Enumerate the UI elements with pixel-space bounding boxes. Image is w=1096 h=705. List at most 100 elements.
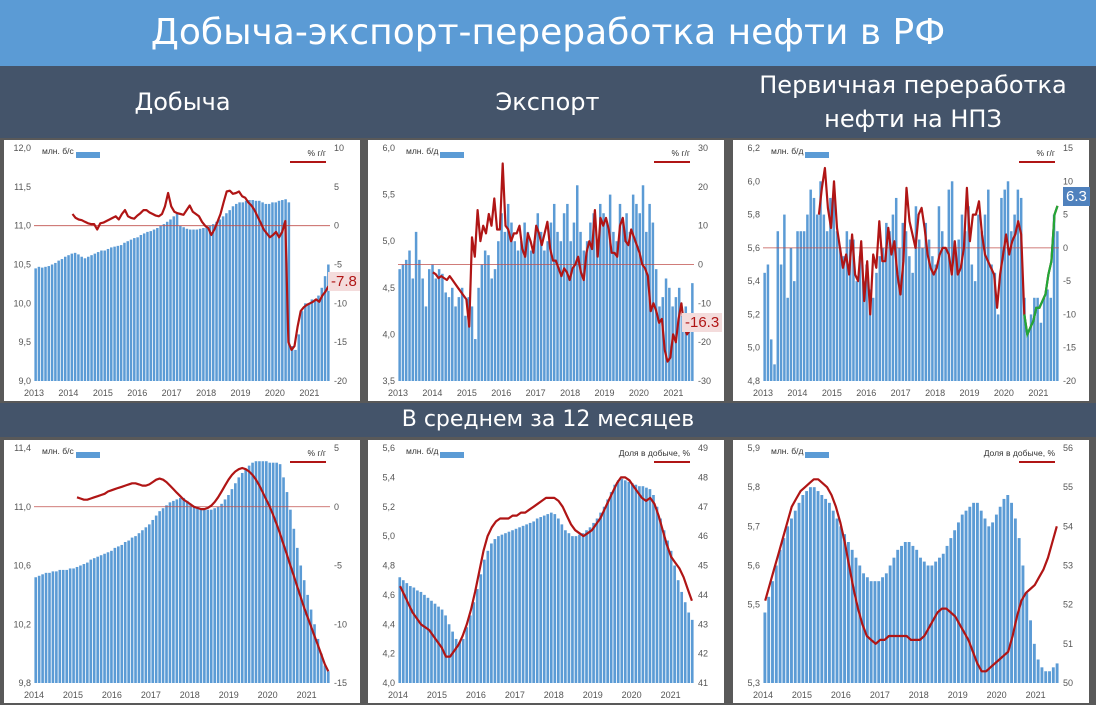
- bar: [213, 508, 217, 683]
- bar: [1032, 643, 1036, 683]
- bar: [991, 522, 995, 683]
- bar: [133, 238, 136, 381]
- bar: [553, 514, 557, 683]
- bar: [290, 346, 294, 381]
- bar: [220, 503, 223, 683]
- x-tick-label: 2020: [629, 388, 649, 398]
- bar: [198, 228, 202, 381]
- bar: [881, 247, 885, 381]
- bar: [873, 581, 877, 683]
- bar: [829, 197, 832, 381]
- bar: [172, 500, 175, 683]
- bar: [282, 477, 285, 683]
- bar: [323, 276, 327, 381]
- bar: [778, 549, 782, 683]
- bar: [189, 503, 192, 683]
- y2-tick-label: 45: [698, 561, 708, 571]
- bar: [474, 339, 477, 381]
- callout-refining-latest: 6.3: [1063, 187, 1090, 206]
- bar: [221, 216, 225, 381]
- bar: [430, 600, 433, 683]
- bar: [192, 229, 195, 381]
- bar: [862, 281, 865, 381]
- x-tick-label: 2017: [162, 388, 182, 398]
- bar: [915, 549, 919, 683]
- bar: [504, 533, 507, 683]
- bar: [569, 241, 572, 381]
- left-axis-label: млн. б/д: [771, 446, 803, 456]
- x-tick-label: 2018: [560, 388, 580, 398]
- bar: [543, 250, 546, 381]
- bar: [790, 518, 793, 683]
- bar: [922, 561, 926, 683]
- bar: [278, 464, 282, 683]
- bar: [792, 281, 796, 381]
- x-tick-label: 2018: [180, 690, 200, 700]
- chart-export-monthly: 3,5 4,0 4,5 5,0 5,5 6,0 -30 -20 -10 0 10 20 30 2013 20…: [368, 140, 724, 401]
- bar: [506, 203, 510, 381]
- bar: [894, 197, 898, 381]
- y-tick-label: 6,2: [747, 143, 760, 153]
- bar: [681, 315, 684, 381]
- bar: [146, 231, 149, 381]
- bar: [931, 256, 934, 381]
- bar: [572, 222, 576, 381]
- bar: [277, 200, 281, 381]
- bar: [83, 258, 87, 381]
- y2-tick-label: -5: [334, 561, 342, 571]
- bar: [172, 216, 176, 381]
- bar: [892, 557, 896, 683]
- bar: [404, 259, 408, 381]
- bar: [846, 542, 850, 683]
- bar: [949, 538, 953, 683]
- bar: [235, 203, 238, 381]
- bar: [139, 234, 143, 381]
- bar: [228, 210, 231, 381]
- bar: [839, 526, 843, 683]
- bar: [877, 581, 881, 683]
- y-tick-label: 10,6: [13, 561, 31, 571]
- bar: [444, 615, 447, 683]
- bar: [437, 269, 441, 381]
- bar: [945, 545, 949, 683]
- bar: [431, 264, 434, 381]
- bar: [783, 214, 786, 381]
- y-tick-label: 9,0: [18, 376, 31, 386]
- bar: [998, 506, 1002, 683]
- bar: [230, 489, 234, 683]
- bar: [891, 214, 895, 381]
- bar: [205, 227, 208, 381]
- header-bar: [0, 66, 1096, 138]
- bar: [763, 612, 767, 683]
- bar: [447, 297, 451, 381]
- bar: [1040, 667, 1044, 683]
- bar: [592, 213, 595, 381]
- bar: [980, 231, 983, 381]
- bar: [240, 472, 244, 683]
- x-tick-label: 2019: [594, 388, 614, 398]
- bar: [914, 206, 918, 381]
- bar: [797, 502, 801, 683]
- bar: [480, 264, 484, 381]
- x-tick-label: 2015: [822, 388, 842, 398]
- bar: [265, 461, 268, 683]
- bar: [247, 465, 251, 683]
- bar: [567, 533, 571, 683]
- bar: [310, 299, 314, 381]
- bar: [595, 518, 599, 683]
- bar: [60, 259, 64, 381]
- bar: [40, 267, 44, 381]
- bar: [1006, 181, 1010, 381]
- bar: [776, 231, 780, 381]
- legend-bar-swatch: [440, 452, 464, 458]
- bar: [1019, 197, 1023, 381]
- bar: [669, 550, 673, 683]
- bar: [92, 558, 96, 683]
- x-tick-label: 2013: [24, 388, 44, 398]
- bar: [300, 311, 304, 381]
- bar: [852, 239, 855, 381]
- x-tick-label: 2020: [994, 388, 1014, 398]
- bar: [271, 202, 274, 381]
- bar: [165, 505, 168, 683]
- bar: [470, 306, 474, 381]
